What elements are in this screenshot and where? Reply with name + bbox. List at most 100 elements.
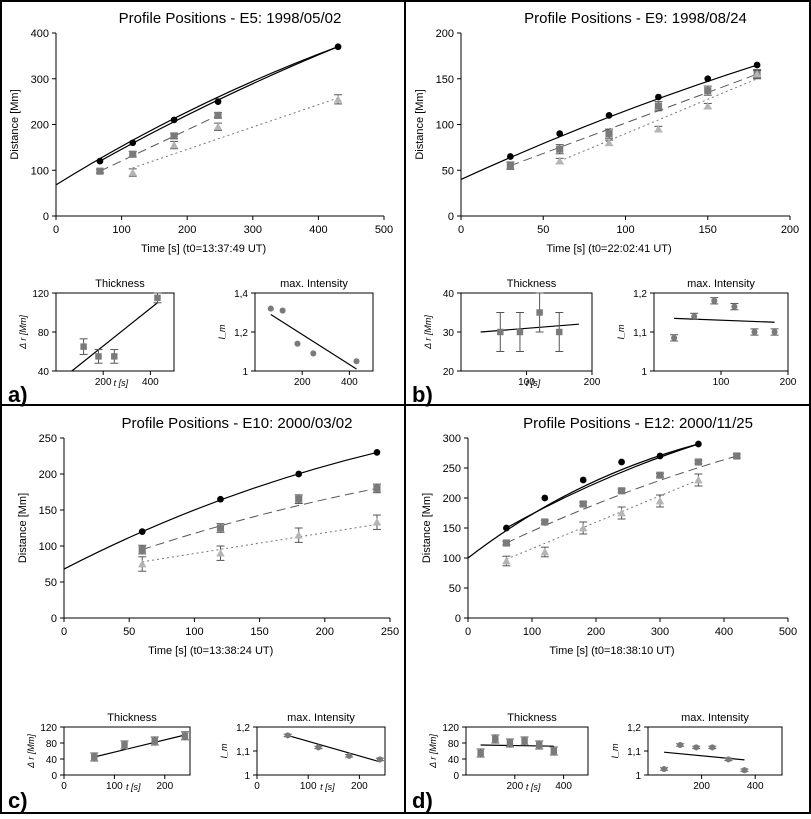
panel-3-main-title: Profile Positions - E12: 2000/11/25	[523, 415, 753, 432]
panel-3-main-y-tick-label: 250	[443, 463, 461, 475]
panel-3-main-s2-point	[579, 523, 588, 532]
panel-2-intensity-s0-point	[346, 752, 353, 759]
panel-2-main-y-tick-label: 200	[39, 469, 57, 481]
panel-1-main-s2-point	[752, 69, 762, 78]
panel-2-thickness-fit-line-0	[94, 734, 186, 758]
panel-2-main-ylabel: Distance [Mm]	[17, 493, 29, 563]
panel-0-main-s2-point	[128, 168, 137, 176]
panel-2-main-xlabel: Time [s] (t0=13:38:24 UT)	[148, 645, 273, 657]
panel-2-main-x-tick-label: 0	[61, 626, 67, 638]
panel-2-intensity-x-tick-label: 0	[254, 781, 260, 792]
panel-3-main-s2-point	[540, 547, 549, 556]
panel-1-main-s0-point	[655, 93, 662, 101]
panel-1-intensity-x-tick-label: 100	[713, 377, 730, 388]
panel-1-thickness-s0-point	[516, 328, 524, 336]
panel-3-main-s0-point	[656, 452, 664, 460]
panel-1-main-y-tick-label: 150	[436, 74, 454, 86]
panel-2-thickness-y-tick-label: 0	[51, 771, 57, 782]
panel-3-main-y-tick-label: 150	[443, 523, 461, 535]
panel-2-main-x-tick-label: 100	[185, 626, 203, 638]
panel-0-thickness-s0-point	[95, 353, 102, 360]
panel-1-intensity-y-tick-label: 1,1	[633, 328, 647, 339]
panel-3-main-s1-point	[579, 500, 587, 508]
panel-2-main-s2-point	[372, 518, 382, 526]
panel-2-thickness-xlabel: t [s]	[126, 782, 141, 792]
panel-1-intensity-s0-point	[671, 334, 678, 341]
panel-0-main-fit-line-2	[99, 114, 219, 172]
panel-1-main-title: Profile Positions - E9: 1998/08/24	[524, 10, 747, 27]
panel-0-intensity-x-tick-label: 200	[294, 377, 311, 388]
panel-0-main-s0-point	[214, 98, 222, 105]
panel-1-thickness-x-tick-label: 200	[584, 377, 601, 388]
panel-3-thickness-x-tick-label: 200	[506, 781, 523, 792]
panel-3-main-s1-point	[656, 471, 664, 479]
panel-2-thickness-y-tick-label: 120	[40, 723, 57, 734]
panel-2-main-y-tick-label: 0	[51, 613, 57, 625]
panel-3-thickness-y-tick-label: 80	[448, 739, 460, 750]
panel-0-thickness-fit-line-0	[71, 302, 158, 372]
panel-1-intensity-s0-point	[751, 328, 758, 336]
panel-2-thickness-s0-point	[181, 732, 189, 740]
panel-1-intensity-s0-point	[771, 328, 778, 336]
panel-2-main-y-tick-label: 150	[39, 505, 57, 517]
panel-2-intensity-y-tick-label: 1,2	[236, 723, 250, 734]
panel-3-thickness-s0-point	[492, 735, 499, 743]
panel-3-label: d)	[412, 788, 433, 813]
panel-3-thickness-y-tick-label: 0	[453, 771, 459, 782]
panel-3-main-y-tick-label: 200	[443, 493, 461, 505]
panel-2-main-s0-point	[295, 470, 303, 478]
panel-0-thickness-xlabel: t [s]	[114, 378, 129, 388]
panel-1-thickness-s0-point	[556, 328, 563, 336]
panel-1-main-s0-point	[556, 130, 564, 138]
panel-2-main-s0-point	[138, 528, 146, 535]
panel-1-thickness-y-tick-label: 20	[443, 367, 455, 378]
panel-2-main-s2-point	[138, 559, 147, 568]
panel-1-main-y-tick-label: 0	[448, 211, 454, 223]
panel-0-main-title: Profile Positions - E5: 1998/05/02	[119, 10, 342, 27]
panel-1-thickness-fit-line-0	[480, 323, 579, 333]
panel-0-main-s1-point	[129, 150, 137, 158]
panel-2-intensity-s0-point	[376, 756, 383, 763]
panel-1-main-s2-point	[654, 124, 663, 133]
panel-0-thickness-x-tick-label: 200	[95, 377, 112, 388]
panel-1-main-x-tick-label: 150	[699, 224, 717, 236]
panel-3-intensity-y-tick-label: 1,2	[627, 723, 641, 734]
panel-1-label: b)	[412, 382, 433, 407]
panel-1-thickness-y-tick-label: 30	[443, 328, 455, 339]
panel-1-main-s0-point	[753, 61, 761, 69]
panel-2-main-x-tick-label: 150	[250, 626, 268, 638]
panel-0-label: a)	[8, 382, 28, 407]
panel-0-main-y-tick-label: 200	[31, 120, 49, 132]
panel-1-intensity-ylabel: I_m	[616, 324, 626, 340]
panel-3-main-fit-line-1	[506, 443, 699, 529]
panel-0-thickness-x-tick-label: 400	[142, 377, 159, 388]
panel-3-intensity-s0-point	[725, 756, 732, 763]
panel-0-thickness-y-tick-label: 40	[38, 367, 50, 378]
panel-0-main-x-tick-label: 400	[309, 224, 327, 236]
panel-0-main-s2-point	[213, 122, 223, 131]
panel-3-thickness-s0-point	[477, 749, 484, 757]
panel-0-intensity-y-tick-label: 1,4	[234, 289, 248, 300]
panel-3-thickness-fit-line-0	[480, 744, 554, 747]
panel-2-thickness-s0-point	[151, 737, 158, 745]
panel-3-main-s1-point	[618, 487, 626, 495]
panel-2-intensity-s0-point	[315, 744, 322, 751]
panel-1-main-x-tick-label: 200	[781, 224, 799, 236]
panel-1-thickness-s0-point	[536, 309, 543, 316]
panel-1-main-s2-point	[703, 102, 712, 110]
panel-3-thickness-title: Thickness	[507, 712, 557, 724]
panel-3-thickness-xlabel: t [s]	[526, 782, 541, 792]
panel-1-main-s0-point	[605, 111, 613, 119]
panel-0-main-s2-point	[333, 95, 343, 103]
panel-3-main-s0-point	[579, 476, 587, 484]
panel-1-main-s0-point	[506, 153, 514, 160]
panel-2-thickness-y-tick-label: 80	[46, 739, 58, 750]
panel-2-main-fit-line-0	[63, 451, 378, 570]
panel-3-thickness-ylabel: Δ r [Mm]	[428, 734, 438, 769]
panel-2-main-s1-point	[373, 484, 381, 492]
panel-0-thickness-s0-point	[80, 343, 87, 350]
panel-1-intensity-title: max. Intensity	[687, 278, 755, 290]
panel-3-thickness-s0-point	[550, 747, 558, 755]
panel-3-main-x-tick-label: 400	[715, 626, 733, 638]
